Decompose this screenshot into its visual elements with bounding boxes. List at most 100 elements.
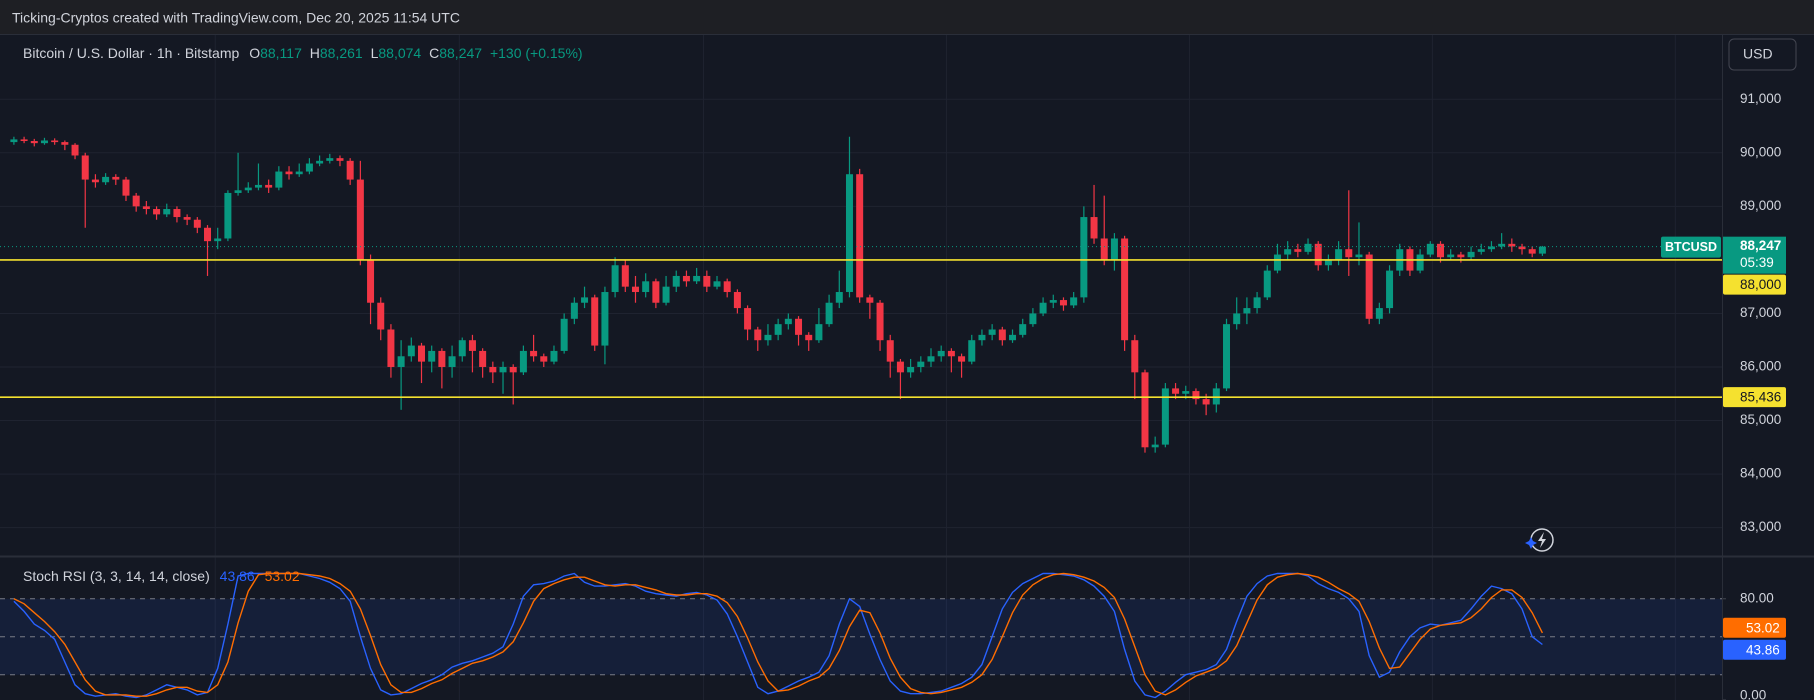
candle-body: [1151, 444, 1159, 448]
candle-body: [805, 334, 813, 341]
candle-body: [1437, 243, 1444, 258]
last-price-label: 88,247: [1740, 238, 1781, 253]
candle-body: [1304, 243, 1312, 252]
candle-body: [1172, 388, 1180, 394]
candle-body: [1080, 217, 1088, 298]
candle-body: [234, 190, 242, 193]
candle-body: [224, 192, 232, 239]
y-tick-label: 86,000: [1740, 359, 1781, 374]
stoch-title: Stoch RSI (3, 3, 14, 14, close): [23, 568, 210, 584]
ohlc-value: 88,117: [260, 45, 302, 61]
candle-body: [733, 292, 741, 309]
currency-button[interactable]: [1728, 38, 1797, 71]
candle-body: [387, 329, 395, 367]
level-label-box: [1723, 274, 1786, 295]
candle-body: [1059, 300, 1067, 306]
candle-body: [499, 366, 507, 373]
candle-body: [122, 179, 130, 196]
candle-body: [611, 265, 619, 293]
candle-body: [1518, 246, 1526, 250]
candle-body: [1426, 243, 1434, 255]
candle-body: [1365, 254, 1373, 319]
candle-body: [1223, 324, 1231, 389]
candle-body: [825, 302, 833, 325]
y-tick-label: 80.00: [1740, 590, 1774, 605]
candle-body: [845, 174, 853, 293]
candle-body: [1467, 251, 1475, 258]
candle-body: [856, 174, 864, 298]
candle-body: [336, 158, 344, 161]
candle-body: [1386, 270, 1394, 309]
plot-layer: 83,000 84,000 85,000 86,000 87,000 88,000 89,0…: [0, 35, 1786, 700]
ohlc-value: 88,074: [378, 45, 421, 61]
countdown-label: 05:39: [1740, 255, 1774, 270]
candle-body: [91, 179, 99, 183]
candle-body: [346, 160, 354, 180]
ohlc-key: O: [249, 45, 260, 61]
candle-body: [917, 361, 925, 367]
candle-body: [1345, 249, 1353, 258]
currency-label[interactable]: USD: [1743, 46, 1773, 62]
candle-body: [642, 281, 650, 293]
candle-body: [377, 302, 385, 330]
ohlc-value: 88,247: [439, 45, 482, 61]
stoch-line: [13, 572, 1544, 697]
candle-body: [81, 155, 89, 180]
symbol-title: Bitcoin / U.S. Dollar · 1h · Bitstamp: [23, 45, 240, 61]
y-tick-label: 91,000: [1740, 91, 1781, 106]
stoch-k-value: 43.86: [220, 568, 255, 584]
candle-body: [652, 281, 660, 303]
level-label-box: [1723, 387, 1786, 408]
candle-body: [1416, 254, 1424, 271]
candle-body: [601, 292, 609, 346]
candle-body: [1182, 391, 1190, 394]
candle-body: [254, 184, 262, 188]
alert-bolt[interactable]: [1538, 532, 1546, 548]
symbol-legend: Bitcoin / U.S. Dollar · 1h · Bitstamp O8…: [23, 45, 583, 61]
candle-body: [285, 171, 293, 175]
candle-body: [1447, 254, 1455, 258]
candle-body: [367, 259, 375, 303]
candle-body: [509, 366, 517, 373]
candle-body: [744, 308, 752, 330]
candle-body: [438, 350, 446, 367]
candle-body: [988, 329, 996, 335]
alert-star[interactable]: [1525, 537, 1537, 549]
y-tick-label: 89,000: [1740, 198, 1781, 213]
candle-body: [407, 345, 415, 357]
value-label-box: [1723, 617, 1786, 638]
candle-body: [866, 297, 874, 303]
candle-body: [784, 318, 792, 325]
candle-body: [1263, 270, 1271, 298]
candle-body: [458, 340, 466, 357]
level-label: 88,000: [1740, 277, 1781, 292]
candle-body: [907, 366, 915, 373]
candle-body: [672, 275, 680, 287]
candle-body: [1161, 388, 1169, 445]
candle-body: [244, 187, 252, 191]
candle-body: [1110, 238, 1118, 260]
candle-body: [1324, 259, 1332, 266]
level-label: 85,436: [1740, 390, 1781, 405]
candle-body: [1090, 217, 1098, 239]
candle-body: [30, 141, 38, 144]
candle-body: [1070, 297, 1078, 306]
ohlc-key: L: [371, 45, 379, 61]
candle-body: [102, 176, 110, 183]
y-tick-label: 90,000: [1740, 144, 1781, 159]
value-label-box: [1723, 639, 1786, 660]
alert-icon[interactable]: [1525, 528, 1554, 552]
candle-body: [703, 275, 711, 287]
candle-body: [448, 356, 456, 367]
candle-body: [1355, 254, 1363, 258]
candle-body: [560, 318, 568, 351]
candle-body: [1498, 243, 1506, 247]
candle-body: [896, 361, 904, 373]
y-tick-label: 87,000: [1740, 305, 1781, 320]
candle-body: [1029, 313, 1037, 325]
ohlc-key: C: [429, 45, 439, 61]
candle-body: [1294, 249, 1302, 252]
